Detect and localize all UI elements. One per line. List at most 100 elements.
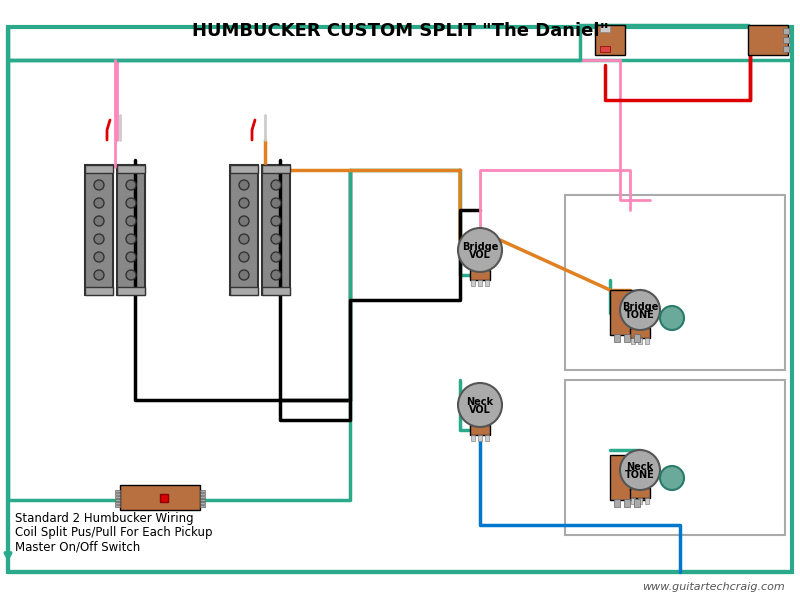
Bar xyxy=(85,287,113,295)
Circle shape xyxy=(94,216,104,226)
Circle shape xyxy=(126,216,136,226)
Bar xyxy=(485,280,489,286)
Circle shape xyxy=(271,234,281,244)
Bar xyxy=(470,425,490,435)
Bar xyxy=(783,46,789,52)
Circle shape xyxy=(271,270,281,280)
Circle shape xyxy=(458,383,502,427)
Bar xyxy=(614,499,620,507)
Bar xyxy=(115,490,120,492)
Bar xyxy=(783,37,789,43)
Bar xyxy=(230,165,258,173)
Text: TONE: TONE xyxy=(625,470,655,480)
Circle shape xyxy=(94,270,104,280)
Bar xyxy=(230,165,258,295)
Bar xyxy=(470,270,490,280)
Bar xyxy=(783,28,789,34)
Bar xyxy=(485,435,489,441)
Circle shape xyxy=(94,234,104,244)
Circle shape xyxy=(126,234,136,244)
Bar xyxy=(610,455,645,500)
Bar xyxy=(624,499,630,507)
Circle shape xyxy=(271,180,281,190)
Bar xyxy=(117,287,145,295)
Circle shape xyxy=(239,180,249,190)
Bar xyxy=(600,46,610,52)
Circle shape xyxy=(126,252,136,262)
Bar xyxy=(478,280,482,286)
Text: www.guitartechcraig.com: www.guitartechcraig.com xyxy=(642,582,785,592)
Bar xyxy=(262,165,290,173)
Circle shape xyxy=(239,198,249,208)
Text: HUMBUCKER CUSTOM SPLIT "The Daniel": HUMBUCKER CUSTOM SPLIT "The Daniel" xyxy=(191,22,609,40)
Bar xyxy=(120,485,200,510)
Circle shape xyxy=(271,198,281,208)
Circle shape xyxy=(126,270,136,280)
Circle shape xyxy=(660,306,684,330)
Text: VOL: VOL xyxy=(469,250,491,260)
Bar xyxy=(595,25,625,55)
Circle shape xyxy=(94,252,104,262)
Bar xyxy=(117,165,145,173)
Bar xyxy=(200,490,205,492)
Circle shape xyxy=(660,466,684,490)
Circle shape xyxy=(239,270,249,280)
Bar xyxy=(600,26,610,32)
Circle shape xyxy=(239,252,249,262)
Text: Coil Split Pus/Pull For Each Pickup: Coil Split Pus/Pull For Each Pickup xyxy=(15,526,213,539)
Bar xyxy=(262,165,290,295)
Bar xyxy=(645,498,649,504)
Bar xyxy=(200,493,205,495)
Bar xyxy=(638,498,642,504)
Bar xyxy=(115,493,120,495)
Circle shape xyxy=(126,180,136,190)
Bar xyxy=(565,380,785,535)
Bar xyxy=(115,499,120,501)
Text: TONE: TONE xyxy=(625,310,655,320)
Bar xyxy=(748,25,788,55)
Bar xyxy=(200,499,205,501)
Circle shape xyxy=(239,216,249,226)
Bar xyxy=(565,195,785,370)
Bar xyxy=(634,334,640,342)
Bar xyxy=(610,290,645,335)
Circle shape xyxy=(94,198,104,208)
Bar xyxy=(614,334,620,342)
Text: Standard 2 Humbucker Wiring: Standard 2 Humbucker Wiring xyxy=(15,512,194,525)
Circle shape xyxy=(239,234,249,244)
Bar xyxy=(160,494,168,502)
Bar xyxy=(200,502,205,504)
Bar xyxy=(630,328,650,338)
Circle shape xyxy=(94,180,104,190)
Bar xyxy=(478,435,482,441)
Bar xyxy=(638,338,642,344)
Bar xyxy=(85,165,113,295)
Text: Master On/Off Switch: Master On/Off Switch xyxy=(15,540,140,553)
Text: Neck: Neck xyxy=(466,397,494,407)
Bar xyxy=(471,280,475,286)
Circle shape xyxy=(271,216,281,226)
Bar xyxy=(645,338,649,344)
Bar xyxy=(115,496,120,498)
Bar xyxy=(631,338,635,344)
Bar xyxy=(630,488,650,498)
Circle shape xyxy=(126,198,136,208)
Bar xyxy=(471,435,475,441)
Bar xyxy=(115,505,120,507)
Bar xyxy=(200,496,205,498)
Bar xyxy=(200,505,205,507)
Bar xyxy=(624,334,630,342)
Circle shape xyxy=(620,290,660,330)
Text: VOL: VOL xyxy=(469,405,491,415)
Bar xyxy=(85,165,113,173)
Bar xyxy=(115,502,120,504)
Circle shape xyxy=(271,252,281,262)
Text: Neck: Neck xyxy=(626,462,654,472)
Text: Bridge: Bridge xyxy=(462,242,498,252)
Circle shape xyxy=(620,450,660,490)
Bar xyxy=(230,287,258,295)
Bar xyxy=(634,499,640,507)
Bar xyxy=(117,165,145,295)
Bar xyxy=(631,498,635,504)
Text: Bridge: Bridge xyxy=(622,302,658,312)
